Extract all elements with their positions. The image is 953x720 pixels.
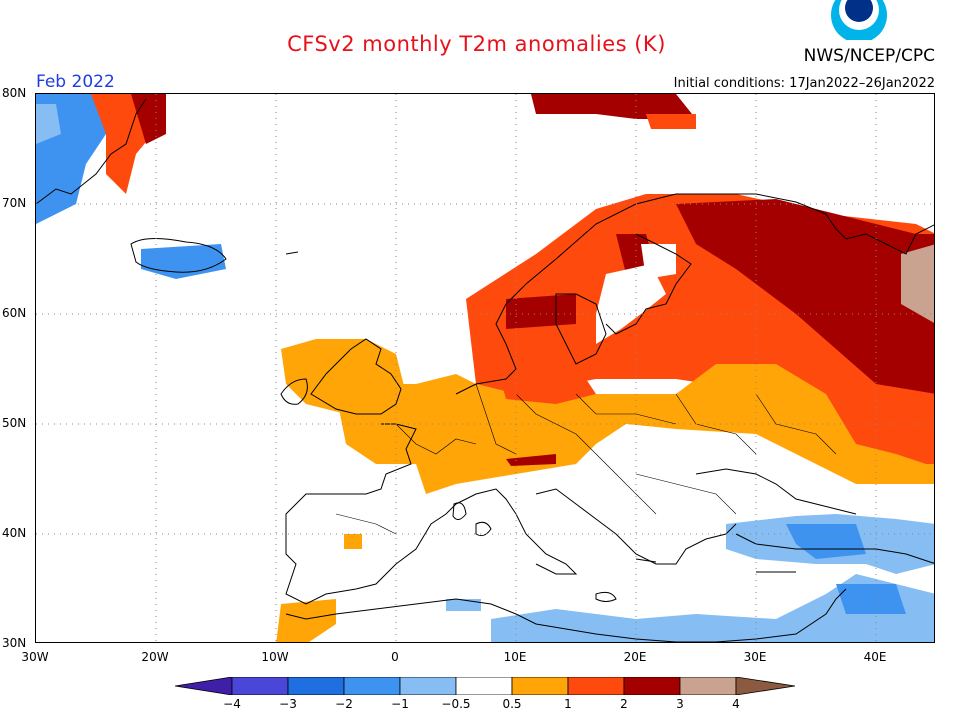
central-europe-anomaly [336, 364, 934, 494]
noaa-logo [829, 0, 889, 40]
map-title: CFSv2 monthly T2m anomalies (K) [287, 32, 666, 56]
lon-label-20w: 20W [141, 650, 169, 664]
lon-label-30w: 30W [21, 650, 49, 664]
borders [335, 383, 837, 535]
lon-label-30e: 30E [743, 650, 767, 664]
colorbar [175, 677, 795, 695]
graticule [36, 94, 934, 642]
anomaly-shading [36, 94, 934, 642]
lon-label-0: 0 [391, 650, 399, 664]
colorbar-tick: −3 [279, 697, 297, 711]
colorbar-tick: −2 [335, 697, 353, 711]
russia-extreme-anomaly [901, 244, 934, 323]
lon-label-10w: 10W [261, 650, 289, 664]
colorbar-tick: 3 [676, 697, 684, 711]
colorbar-tick: −1 [391, 697, 409, 711]
anomaly-map [35, 93, 935, 643]
svalbard-anomaly [531, 94, 696, 119]
forecast-month: Feb 2022 [36, 72, 115, 92]
lat-label-80n: 80N [2, 86, 27, 100]
colorbar-tick: −0.5 [441, 697, 471, 711]
iceland-anomaly [141, 244, 226, 279]
agency-label: NWS/NCEP/CPC [803, 46, 935, 66]
lon-label-10e: 10E [503, 650, 527, 664]
russia-strong-anomaly [676, 199, 934, 394]
lat-label-50n: 50N [2, 416, 27, 430]
lat-label-40n: 40N [2, 526, 27, 540]
colorbar-tick: 4 [732, 697, 740, 711]
lon-label-20e: 20E [623, 650, 647, 664]
colorbar-tick: 0.5 [502, 697, 522, 711]
lat-label-30n: 30N [2, 636, 27, 650]
coastlines [36, 98, 934, 642]
colorbar-tick: 1 [564, 697, 572, 711]
lon-label-40e: 40E [863, 650, 887, 664]
north-africa-cold-anomaly [491, 574, 934, 642]
lat-label-70n: 70N [2, 196, 27, 210]
colorbar-tick: 2 [620, 697, 628, 711]
initial-conditions: Initial conditions: 17Jan2022–26Jan2022 [673, 76, 935, 91]
lat-label-60n: 60N [2, 306, 27, 320]
colorbar-tick: −4 [223, 697, 241, 711]
